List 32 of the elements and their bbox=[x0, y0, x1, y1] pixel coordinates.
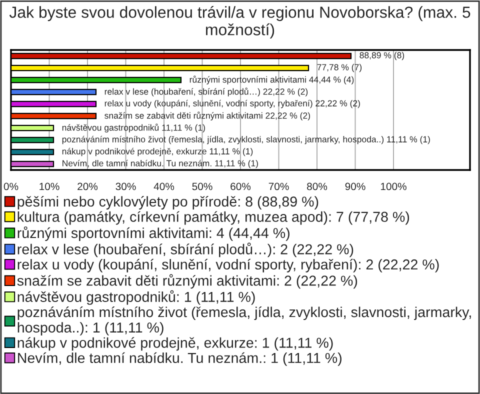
legend-label: nákup v podnikové prodejně, exkurze: 1 (11,11 %) bbox=[18, 337, 333, 351]
data-label: nákup v podnikové prodejně, exkurze 11,11 % (1) bbox=[62, 148, 253, 156]
legend-label: návštěvou gastropodniků: 1 (11,11 %) bbox=[18, 290, 255, 305]
data-label: relax v lese (houbaření, sbírání plodů…) 22,22 % (2) bbox=[104, 88, 308, 96]
data-label: snažím se zabavit děti různými aktivitami 22,22 % (2) bbox=[104, 112, 310, 120]
x-tick-label: 10% bbox=[40, 182, 60, 190]
legend-label: Nevím, dle tamní nabídku. Tu neznám.: 1 (11,11 %) bbox=[18, 352, 342, 366]
data-label: různými sportovními aktivitami 44,44 % (4) bbox=[190, 76, 354, 84]
x-tick-label: 30% bbox=[116, 182, 136, 190]
x-tick-label: 80% bbox=[307, 182, 328, 190]
x-tick-label: 70% bbox=[268, 182, 289, 190]
data-label: Nevím, dle tamní nabídku. Tu neznám. 11,11 % (1) bbox=[62, 160, 258, 168]
data-label: relax u vody (koupání, slunění, vodní sporty, rybaření) 22,22 % (2) bbox=[104, 100, 360, 108]
legend-label: poznáváním místního život (řemesla, jídla, zvyklosti, slavnosti, jarmarky, hospoda..): 1 (11,11 %) bbox=[18, 306, 471, 336]
x-tick-label: 60% bbox=[230, 182, 251, 190]
x-tick-label: 40% bbox=[154, 182, 174, 190]
legend-label: relax v lese (houbaření, sbírání plodů…): 2 (22,22 %) bbox=[18, 242, 354, 258]
legend-label: snažím se zabavit děti různými aktivitami: 2 (22,22 %) bbox=[17, 274, 358, 289]
x-tick-label: 90% bbox=[345, 182, 366, 190]
legend-label: různými sportovními aktivitami: 4 (44,44 %) bbox=[18, 226, 290, 241]
legend-label: kultura (památky, církevní památky, muzea apod): 7 (77,78 %) bbox=[18, 211, 410, 225]
data-label: 77,78 % (7) bbox=[317, 64, 362, 72]
legend-label: relax u vody (koupání, slunění, vodní sporty, rybaření): 2 (22,22 %) bbox=[18, 258, 439, 272]
x-tick-label: 0% bbox=[4, 182, 18, 190]
x-tick-label: 20% bbox=[78, 182, 98, 190]
legend-label: pěšími nebo cyklovýlety po přírodě: 8 (88,89 %) bbox=[18, 196, 318, 210]
chart-title: Jak byste svou dovolenou trávil/a v regionu Novoborska? (max. 5 možností) bbox=[9, 6, 470, 38]
data-label: poznáváním místního život (řemesla, jídla, zvyklosti, slavnosti, jarmarky, hospoda..) 11,11 % (1) bbox=[62, 136, 430, 144]
data-label: 88,89 % (8) bbox=[360, 52, 404, 60]
data-label: návštěvou gastropodniků 11,11 % (1) bbox=[62, 124, 205, 132]
x-tick-label: 100% bbox=[380, 182, 406, 190]
x-tick-label: 50% bbox=[192, 182, 212, 190]
